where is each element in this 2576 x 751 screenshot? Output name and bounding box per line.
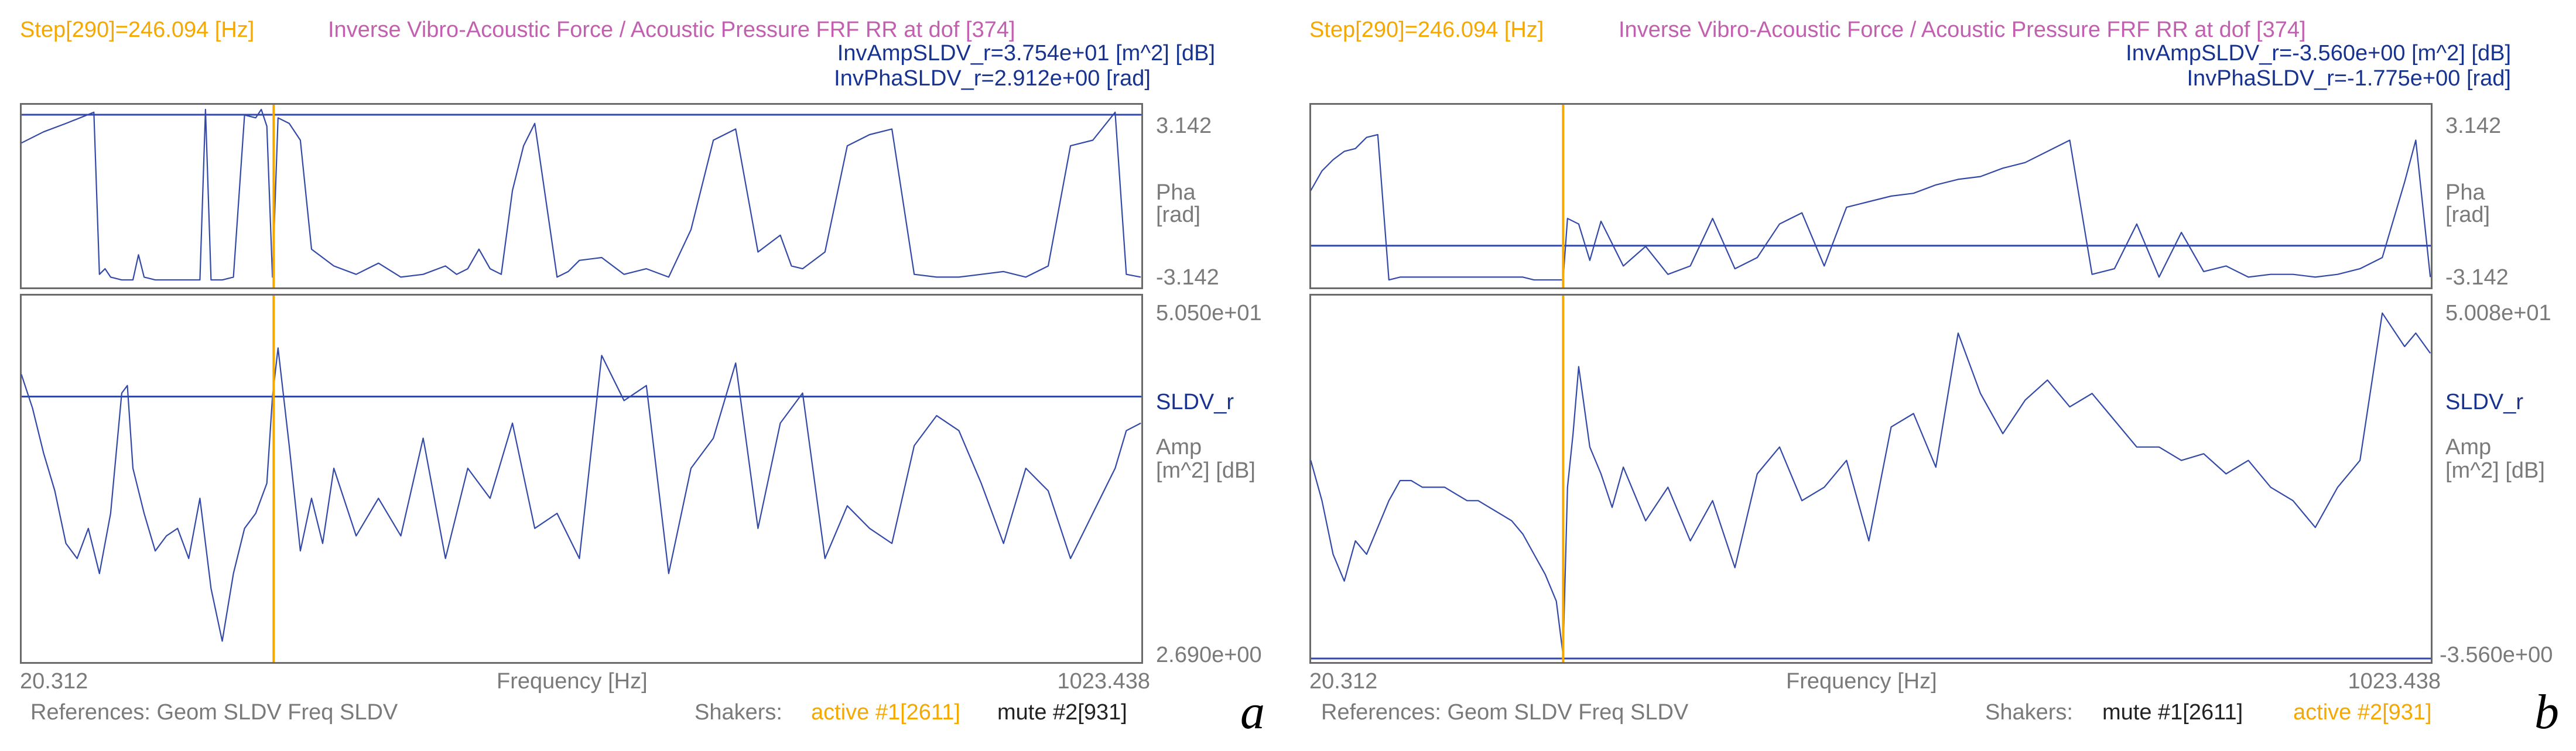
phase-plot[interactable] <box>20 103 1143 289</box>
amp-readout: InvAmpSLDV_r=3.754e+01 [m^2] [dB] <box>837 41 1215 66</box>
shakers-label: Shakers: <box>1985 700 2073 725</box>
amp-top-tick: 5.050e+01 <box>1156 301 1262 325</box>
data-series-line <box>1310 133 2431 281</box>
shakers-label: Shakers: <box>695 700 782 725</box>
amp-unit-label: [m^2] [dB] <box>1156 458 1255 483</box>
x-axis-label: Frequency [Hz] <box>1786 669 1937 694</box>
x-max-tick: 1023.438 <box>1057 669 1151 694</box>
amplitude-svg <box>1310 296 2431 662</box>
amp-axis-label: Amp <box>2445 435 2492 459</box>
shaker-2[interactable]: active #2[931] <box>2293 700 2432 725</box>
shaker-1[interactable]: active #1[2611] <box>811 700 960 725</box>
x-max-tick: 1023.438 <box>2348 669 2441 694</box>
amplitude-plot[interactable] <box>20 294 1143 664</box>
amp-unit-label: [m^2] [dB] <box>2445 458 2545 483</box>
phase-bottom-tick: -3.142 <box>1156 265 1219 290</box>
phase-svg <box>1310 105 2431 287</box>
step-readout: Step[290]=246.094 [Hz] <box>20 18 255 42</box>
trace-label: SLDV_r <box>1156 390 1234 414</box>
phase-axis-label: Pha <box>2445 180 2485 205</box>
panel-letter: b <box>2534 685 2559 739</box>
phase-plot[interactable] <box>1309 103 2433 289</box>
phase-top-tick: 3.142 <box>2445 114 2502 138</box>
phase-unit-label: [rad] <box>2445 203 2491 227</box>
phase-svg <box>20 105 1141 287</box>
trace-label: SLDV_r <box>2445 390 2524 414</box>
panel-a: Step[290]=246.094 [Hz] Inverse Vibro-Aco… <box>20 18 1265 739</box>
shaker-2[interactable]: mute #2[931] <box>997 700 1127 725</box>
amp-axis-label: Amp <box>1156 435 1202 459</box>
panel-letter: a <box>1240 685 1265 739</box>
plot-title: Inverse Vibro-Acoustic Force / Acoustic … <box>1619 18 2306 42</box>
pha-readout: InvPhaSLDV_r=-1.775e+00 [rad] <box>2187 66 2512 91</box>
x-min-tick: 20.312 <box>20 669 88 694</box>
references-label: References: Geom SLDV Freq SLDV <box>1321 700 1689 725</box>
amp-readout: InvAmpSLDV_r=-3.560e+00 [m^2] [dB] <box>2126 41 2511 66</box>
phase-top-tick: 3.142 <box>1156 114 1212 138</box>
references-label: References: Geom SLDV Freq SLDV <box>30 700 398 725</box>
phase-axis-label: Pha <box>1156 180 1196 205</box>
amplitude-svg <box>20 296 1141 662</box>
panel-b: Step[290]=246.094 [Hz] Inverse Vibro-Aco… <box>1288 0 2576 751</box>
amp-bottom-tick: 2.690e+00 <box>1156 643 1262 667</box>
phase-unit-label: [rad] <box>1156 203 1201 227</box>
amp-bottom-tick: -3.560e+00 <box>2440 643 2553 667</box>
plot-title: Inverse Vibro-Acoustic Force / Acoustic … <box>328 18 1015 42</box>
pha-readout: InvPhaSLDV_r=2.912e+00 [rad] <box>834 66 1151 91</box>
amplitude-plot[interactable] <box>1309 294 2433 664</box>
x-min-tick: 20.312 <box>1309 669 1378 694</box>
data-series-line <box>1310 312 2431 656</box>
amp-top-tick: 5.008e+01 <box>2445 301 2551 325</box>
data-series-line <box>20 108 1141 281</box>
step-readout: Step[290]=246.094 [Hz] <box>1309 18 1544 42</box>
x-axis-label: Frequency [Hz] <box>497 669 648 694</box>
phase-bottom-tick: -3.142 <box>2445 265 2509 290</box>
shaker-1[interactable]: mute #1[2611] <box>2102 700 2243 725</box>
data-series-line <box>20 347 1141 642</box>
